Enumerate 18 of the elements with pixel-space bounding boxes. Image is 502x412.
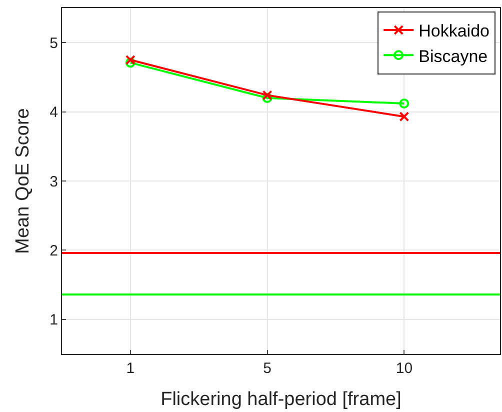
x-tick-label: 5 bbox=[263, 360, 272, 377]
x-tick-label: 10 bbox=[396, 360, 413, 377]
x-axis-title: Flickering half-period [frame] bbox=[160, 388, 402, 410]
y-tick-label: 2 bbox=[50, 242, 58, 260]
y-axis-title: Mean QoE Score bbox=[12, 108, 34, 254]
y-tick-label: 1 bbox=[50, 312, 58, 329]
point bbox=[399, 112, 410, 122]
point bbox=[125, 58, 136, 68]
point bbox=[399, 98, 410, 108]
point bbox=[262, 92, 272, 103]
y-tick-label: 5 bbox=[50, 34, 58, 52]
x-tick-label: 1 bbox=[126, 360, 135, 377]
y-tick-label: 3 bbox=[50, 173, 58, 190]
point bbox=[125, 54, 136, 65]
y-tick-label: 4 bbox=[50, 104, 58, 122]
point bbox=[262, 90, 272, 100]
legend-label: Biscayne bbox=[418, 46, 488, 66]
legend-label: Hokkaido bbox=[418, 22, 490, 41]
